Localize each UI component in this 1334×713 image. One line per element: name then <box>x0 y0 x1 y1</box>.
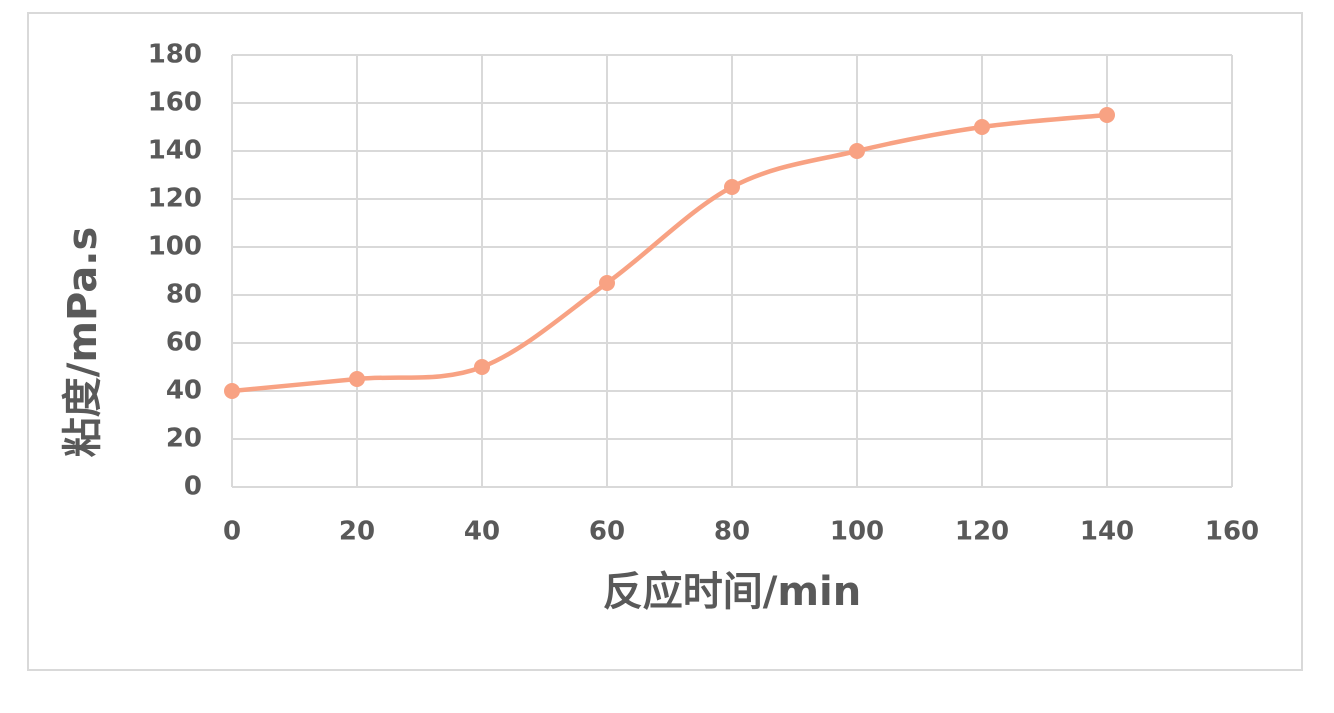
y-tick-label: 180 <box>148 40 202 70</box>
x-tick-label: 120 <box>955 517 1009 547</box>
y-tick-label: 20 <box>166 424 202 454</box>
data-point <box>974 119 990 135</box>
x-tick-label: 160 <box>1205 517 1259 547</box>
data-point <box>474 359 490 375</box>
y-tick-label: 60 <box>166 328 202 358</box>
y-tick-label: 40 <box>166 376 202 406</box>
series-line <box>231 112 1108 394</box>
y-tick-label: 120 <box>148 184 202 214</box>
data-point <box>724 179 740 195</box>
x-tick-label: 140 <box>1080 517 1134 547</box>
data-point <box>1099 107 1115 123</box>
data-point <box>599 275 615 291</box>
y-axis-title: 粘度/mPa.s <box>60 227 106 458</box>
y-tick-label: 160 <box>148 88 202 118</box>
x-axis-title: 反应时间/min <box>603 569 861 615</box>
y-tick-label: 100 <box>148 232 202 262</box>
y-tick-label: 80 <box>166 280 202 310</box>
data-point <box>349 371 365 387</box>
data-point <box>224 383 240 399</box>
x-tick-label: 100 <box>830 517 884 547</box>
x-tick-label: 60 <box>589 517 625 547</box>
x-tick-label: 20 <box>339 517 375 547</box>
x-tick-label: 40 <box>464 517 500 547</box>
x-tick-label: 0 <box>223 517 241 547</box>
data-point <box>849 143 865 159</box>
x-tick-label: 80 <box>714 517 750 547</box>
y-tick-label: 140 <box>148 136 202 166</box>
y-tick-label: 0 <box>184 472 202 502</box>
chart-frame <box>27 12 1303 671</box>
